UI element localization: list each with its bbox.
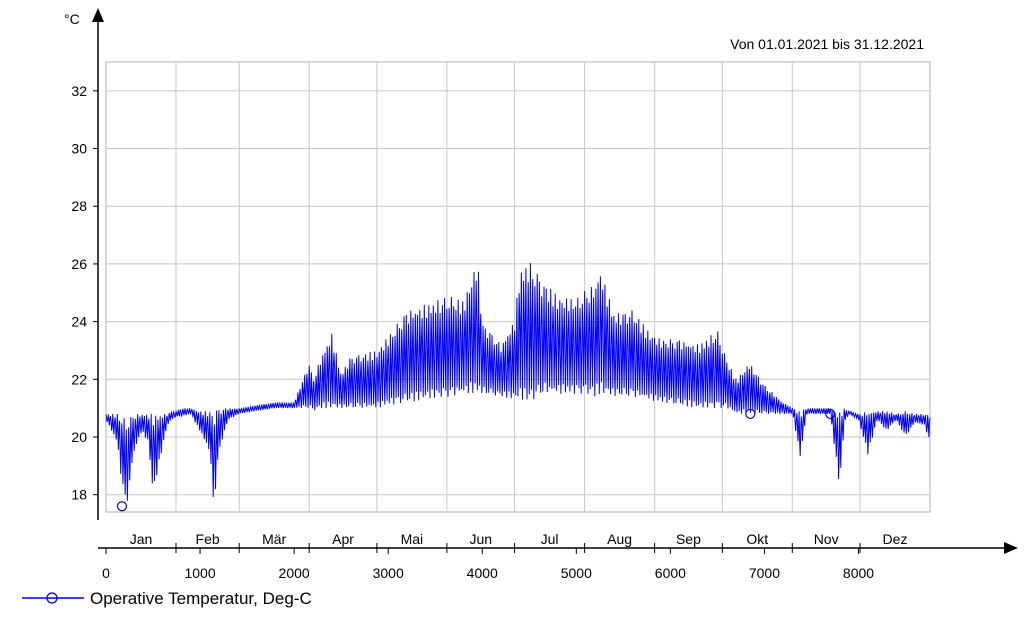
y-unit-label: °C — [64, 11, 80, 27]
legend-series-name: Operative Temperatur, Deg-C — [90, 589, 312, 608]
month-label: Jul — [541, 531, 559, 547]
legend-marker-icon — [46, 592, 58, 604]
y-tick-label: 26 — [71, 256, 87, 272]
y-tick-label: 18 — [71, 487, 87, 503]
month-label: Dez — [883, 531, 908, 547]
series-marker — [116, 501, 128, 512]
month-label: Mär — [262, 531, 286, 547]
x-tick-label: 0 — [102, 565, 110, 581]
legend: Operative Temperatur, Deg-C — [22, 589, 312, 608]
series-layer — [105, 262, 931, 512]
x-tick-label: 6000 — [655, 565, 686, 581]
month-label: Aug — [607, 531, 632, 547]
month-label: Jun — [469, 531, 492, 547]
month-label: Okt — [746, 531, 768, 547]
y-tick-label: 20 — [71, 429, 87, 445]
month-label: Nov — [814, 531, 839, 547]
y-tick-label: 24 — [71, 314, 87, 330]
y-tick-label: 22 — [71, 371, 87, 387]
x-tick-label: 4000 — [467, 565, 498, 581]
y-ticks: 18 20 22 24 26 28 30 32 — [71, 83, 98, 503]
x-tick-label: 1000 — [184, 565, 215, 581]
x-tick-label: 5000 — [561, 565, 592, 581]
month-label: Mai — [401, 531, 424, 547]
date-range-label: Von 01.01.2021 bis 31.12.2021 — [730, 36, 924, 52]
month-label: Apr — [332, 531, 354, 547]
month-label: Sep — [676, 531, 701, 547]
y-tick-label: 28 — [71, 198, 87, 214]
y-axis-arrow — [92, 8, 104, 22]
x-tick-label: 3000 — [373, 565, 404, 581]
x-ticks: 0 1000 2000 3000 4000 5000 6000 7000 8000 — [102, 548, 874, 581]
x-tick-label: 2000 — [279, 565, 310, 581]
series-marker — [745, 408, 756, 420]
series-line — [105, 262, 931, 501]
y-tick-label: 30 — [71, 141, 87, 157]
x-axis-arrow — [1004, 542, 1018, 554]
month-label: Jan — [130, 531, 153, 547]
month-labels: Jan Feb Mär Apr Mai Jun Jul Aug Sep Okt Nov Dez — [130, 531, 908, 553]
x-tick-label: 7000 — [749, 565, 780, 581]
month-label: Feb — [196, 531, 220, 547]
y-tick-label: 32 — [71, 83, 87, 99]
x-tick-label: 8000 — [843, 565, 874, 581]
plot-area — [105, 61, 931, 513]
series-marker — [825, 408, 836, 420]
